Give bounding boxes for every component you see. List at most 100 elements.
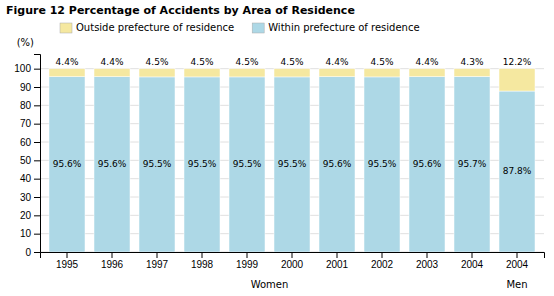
tick-label: 20 — [20, 210, 32, 221]
tick: 100 — [14, 63, 40, 74]
bar — [319, 77, 355, 252]
tick-label: 30 — [20, 192, 32, 203]
tick-mark — [34, 105, 40, 106]
tick: 2004 — [506, 252, 529, 270]
tick-mark — [34, 87, 40, 88]
axis-line — [41, 253, 545, 259]
bar — [184, 77, 220, 252]
tick-label: 2002 — [371, 259, 394, 270]
group-label: Men — [506, 279, 527, 290]
tick-mark — [292, 252, 293, 258]
tick-mark — [34, 179, 40, 180]
bar — [409, 69, 445, 77]
data-label: 87.8% — [503, 166, 532, 176]
y-axis: 0 10 20 30 40 50 60 70 80 90 100 — [14, 55, 40, 258]
data-label: 4.4% — [416, 57, 439, 67]
grid — [40, 69, 544, 252]
tick: 2001 — [326, 252, 349, 270]
data-label: 4.5% — [146, 57, 169, 67]
data-label: 4.5% — [236, 57, 259, 67]
tick-label: 70 — [20, 118, 32, 129]
y-axis-label: (%) — [17, 37, 34, 48]
group-label: Women — [251, 279, 289, 290]
tick-label: 1997 — [146, 259, 169, 270]
tick-label: 0 — [25, 247, 31, 258]
bar — [274, 69, 310, 77]
tick-mark — [34, 160, 40, 161]
data-label: 95.6% — [323, 159, 352, 169]
data-label: 95.6% — [53, 159, 82, 169]
tick-label: 1999 — [236, 259, 259, 270]
tick: 20 — [20, 210, 40, 221]
tick-label: 2004 — [506, 259, 529, 270]
bar — [49, 77, 85, 252]
tick-mark — [34, 197, 40, 198]
tick: 70 — [20, 118, 40, 129]
tick: 30 — [20, 192, 40, 203]
bar — [94, 77, 130, 252]
tick-mark — [337, 252, 338, 258]
bars — [49, 69, 535, 252]
legend-item: Within prefecture of residence — [252, 22, 419, 33]
tick-label: 2003 — [416, 259, 439, 270]
tick: 40 — [20, 173, 40, 184]
bar — [499, 91, 535, 252]
bar — [229, 77, 265, 252]
bar — [499, 69, 535, 91]
data-label: 4.5% — [191, 57, 214, 67]
tick-mark — [34, 215, 40, 216]
tick-mark — [34, 234, 40, 235]
tick-label: 1998 — [191, 259, 214, 270]
bar — [139, 69, 175, 77]
tick-mark — [247, 252, 248, 258]
tick-mark — [34, 124, 40, 125]
tick: 1996 — [101, 252, 124, 270]
bar — [49, 69, 85, 77]
legend-label: Within prefecture of residence — [268, 22, 419, 33]
legend-label: Outside prefecture of residence — [76, 22, 234, 33]
tick-mark — [472, 252, 473, 258]
tick: 60 — [20, 137, 40, 148]
bar — [94, 69, 130, 77]
tick-label: 100 — [14, 63, 31, 74]
bar — [364, 69, 400, 77]
tick: 90 — [20, 82, 40, 93]
tick: 2004 — [461, 252, 484, 270]
tick-mark — [112, 252, 113, 258]
data-label: 4.5% — [371, 57, 394, 67]
bar — [409, 77, 445, 252]
bar — [184, 69, 220, 77]
data-label: 95.7% — [458, 159, 487, 169]
bar-series — [49, 69, 535, 91]
bar-series — [49, 77, 535, 252]
tick-mark — [427, 252, 428, 258]
tick-label: 50 — [20, 155, 32, 166]
tick: 80 — [20, 100, 40, 111]
tick-label: 80 — [20, 100, 32, 111]
tick-label: 10 — [20, 228, 32, 239]
data-label: 95.5% — [188, 159, 217, 169]
bar — [319, 69, 355, 77]
data-label: 4.4% — [56, 57, 79, 67]
data-label: 4.4% — [101, 57, 124, 67]
title: Figure 12 Percentage of Accidents by Are… — [6, 4, 355, 17]
legend-item: Outside prefecture of residence — [60, 22, 234, 33]
legend: Outside prefecture of residence Within pr… — [60, 22, 420, 33]
data-label: 95.5% — [278, 159, 307, 169]
data-label: 4.3% — [461, 57, 484, 67]
tick: 1995 — [56, 252, 79, 270]
data-label: 95.5% — [368, 159, 397, 169]
data-label: 4.4% — [326, 57, 349, 67]
tick-label: 2001 — [326, 259, 349, 270]
tick: 1999 — [236, 252, 259, 270]
bar — [364, 77, 400, 252]
chart: Figure 12 Percentage of Accidents by Are… — [0, 0, 554, 296]
legend-swatch — [60, 23, 72, 33]
bar — [454, 77, 490, 252]
data-labels: 95.6%95.6%95.5%95.5%95.5%95.5%95.6%95.5%… — [53, 57, 532, 176]
data-label: 4.5% — [281, 57, 304, 67]
tick-mark — [157, 252, 158, 258]
tick: 1998 — [191, 252, 214, 270]
tick-label: 2004 — [461, 259, 484, 270]
tick-label: 90 — [20, 82, 32, 93]
